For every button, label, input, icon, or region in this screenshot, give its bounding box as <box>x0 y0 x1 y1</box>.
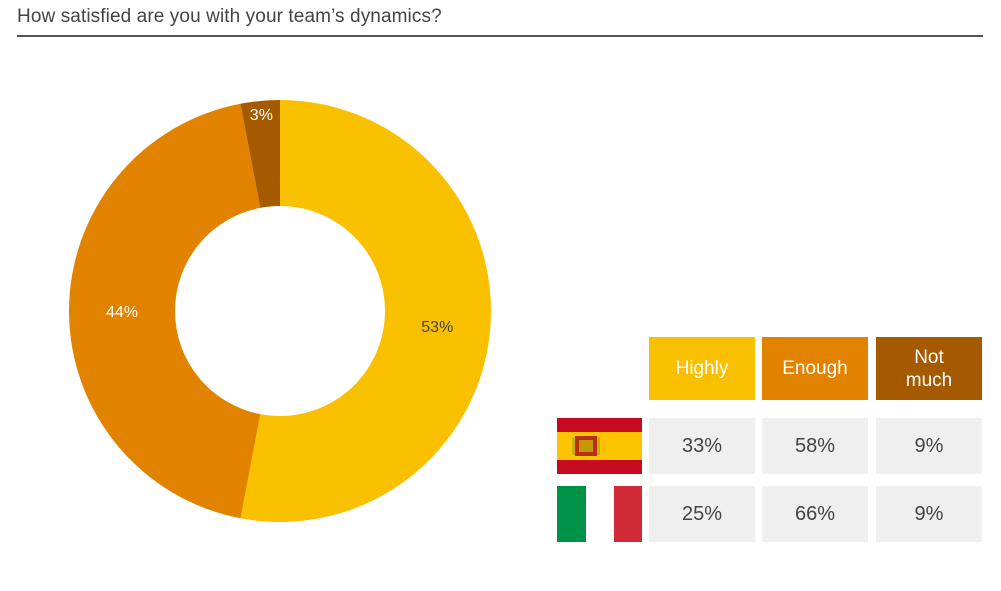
header-not-much: Not much <box>876 337 982 400</box>
donut-label-not-much: 3% <box>250 107 273 124</box>
donut-slice-enough <box>68 103 261 519</box>
spain-enough-value: 58% <box>762 418 868 474</box>
spain-flag-icon <box>557 418 642 474</box>
spain-not-much-value: 9% <box>876 418 982 474</box>
italy-not-much-value: 9% <box>876 486 982 542</box>
donut-slice-highly <box>240 100 491 522</box>
donut-chart: 53% 44% 3% <box>68 100 491 522</box>
italy-highly-value: 25% <box>649 486 755 542</box>
header-enough: Enough <box>762 337 868 400</box>
donut-label-enough: 44% <box>106 304 138 321</box>
header-highly: Highly <box>649 337 755 400</box>
chart-title: How satisfied are you with your team’s d… <box>17 6 442 27</box>
donut-slice-not-much <box>240 100 280 208</box>
italy-flag-icon <box>557 486 642 542</box>
italy-enough-value: 66% <box>762 486 868 542</box>
title-divider <box>17 35 983 37</box>
spain-highly-value: 33% <box>649 418 755 474</box>
donut-label-highly: 53% <box>421 319 453 336</box>
